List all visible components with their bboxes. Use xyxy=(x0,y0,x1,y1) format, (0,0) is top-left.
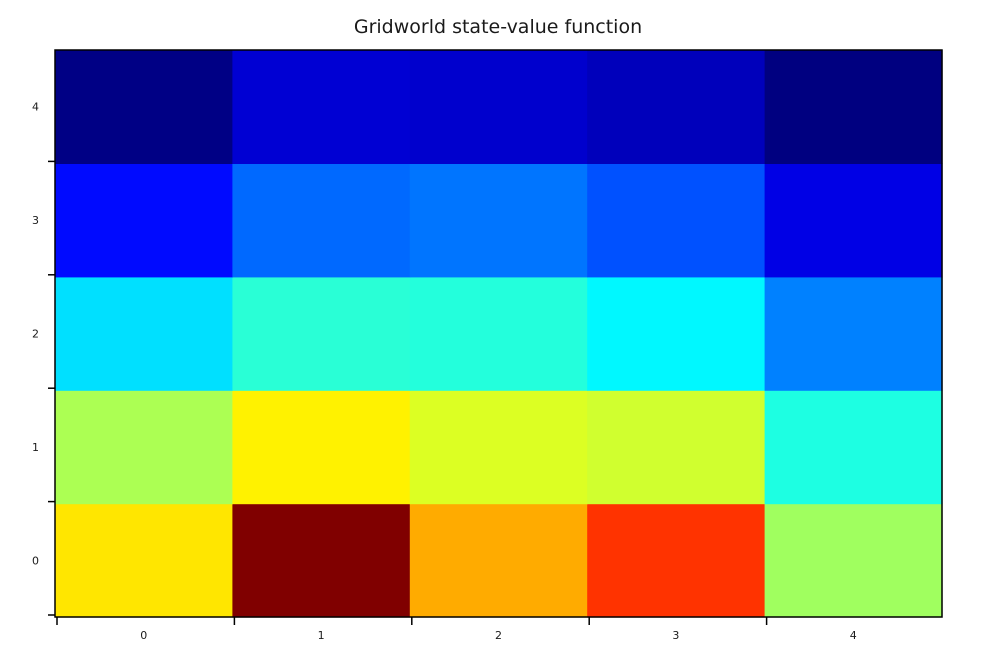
chart-title: Gridworld state-value function xyxy=(354,16,642,38)
y-tick-label: 4 xyxy=(32,101,39,114)
y-tick-label: 1 xyxy=(32,441,39,454)
plot-frame xyxy=(54,49,943,618)
heatmap-cell-0-2 xyxy=(55,276,233,391)
heatmap-cell-2-0 xyxy=(409,503,588,618)
y-tick-label: 0 xyxy=(32,554,39,567)
heatmap-cell-0-4 xyxy=(55,50,233,164)
heatmap-cell-3-0 xyxy=(587,503,766,618)
heatmap-cell-3-2 xyxy=(587,276,766,391)
heatmap-cell-2-1 xyxy=(409,390,588,505)
heatmap-cell-3-4 xyxy=(587,50,766,164)
heatmap-cell-4-3 xyxy=(764,163,943,278)
heatmap-cell-4-4 xyxy=(764,50,943,164)
heatmap-cell-4-0 xyxy=(764,503,943,618)
heatmap-cell-1-0 xyxy=(232,503,411,618)
x-tick-label: 4 xyxy=(850,629,857,642)
heatmap-cell-0-1 xyxy=(55,390,233,505)
x-tick-label: 1 xyxy=(318,629,325,642)
heatmap-cell-2-3 xyxy=(409,163,588,278)
x-tick-label: 0 xyxy=(140,629,147,642)
x-axis: 0 1 2 3 4 xyxy=(56,617,857,642)
heatmap-cell-1-4 xyxy=(232,50,411,164)
heatmap-cell-2-2 xyxy=(409,276,588,391)
heatmap-cell-1-1 xyxy=(232,390,411,505)
heatmap-cells xyxy=(55,50,943,618)
heatmap-cell-4-1 xyxy=(764,390,943,505)
heatmap-cell-1-2 xyxy=(232,276,411,391)
heatmap-cell-0-3 xyxy=(55,163,233,278)
heatmap-cell-1-3 xyxy=(232,163,411,278)
y-tick-label: 2 xyxy=(32,328,39,341)
y-tick-label: 3 xyxy=(32,214,39,227)
x-tick-label: 3 xyxy=(672,629,679,642)
heatmap-cell-2-4 xyxy=(409,50,588,164)
x-tick-label: 2 xyxy=(495,629,502,642)
y-axis: 0 1 2 3 4 xyxy=(32,101,55,616)
heatmap-cell-3-3 xyxy=(587,163,766,278)
heatmap-cell-4-2 xyxy=(764,276,943,391)
heatmap-cell-3-1 xyxy=(587,390,766,505)
heatmap-cell-0-0 xyxy=(55,503,233,618)
